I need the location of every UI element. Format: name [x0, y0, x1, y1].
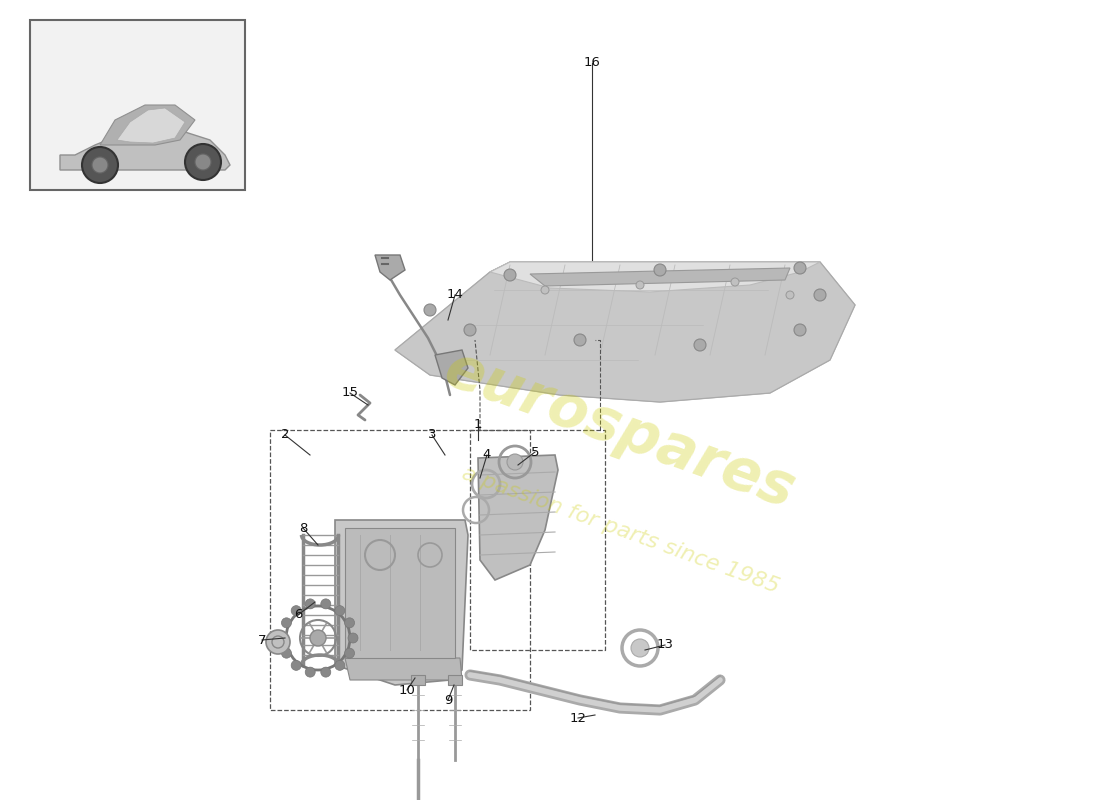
Text: 12: 12	[570, 711, 586, 725]
Bar	[470, 430, 605, 650]
Circle shape	[814, 289, 826, 301]
Circle shape	[282, 618, 292, 628]
Circle shape	[266, 630, 290, 654]
Circle shape	[786, 291, 794, 299]
Text: eurospares: eurospares	[437, 340, 803, 520]
Circle shape	[631, 639, 649, 657]
Bar	[30, 20, 245, 190]
Circle shape	[185, 144, 221, 180]
Circle shape	[732, 278, 739, 286]
Circle shape	[348, 633, 358, 643]
Polygon shape	[434, 350, 468, 385]
Polygon shape	[345, 658, 462, 680]
Text: 3: 3	[428, 429, 437, 442]
Circle shape	[541, 286, 549, 294]
Text: 5: 5	[530, 446, 539, 458]
Text: a passion for parts since 1985: a passion for parts since 1985	[459, 463, 781, 597]
Circle shape	[334, 660, 344, 670]
Bar	[345, 528, 455, 658]
Polygon shape	[395, 262, 855, 402]
Polygon shape	[100, 105, 195, 145]
Circle shape	[310, 630, 326, 646]
Circle shape	[794, 262, 806, 274]
Circle shape	[305, 599, 316, 609]
Circle shape	[195, 154, 211, 170]
Polygon shape	[478, 455, 558, 580]
Circle shape	[344, 648, 354, 658]
Text: 16: 16	[584, 57, 601, 70]
Bar	[411, 675, 425, 685]
Bar	[448, 675, 462, 685]
Circle shape	[636, 281, 644, 289]
Polygon shape	[336, 520, 468, 685]
Polygon shape	[117, 108, 185, 143]
Circle shape	[574, 334, 586, 346]
Circle shape	[504, 269, 516, 281]
Circle shape	[654, 264, 666, 276]
Polygon shape	[530, 268, 790, 286]
Circle shape	[334, 606, 344, 616]
Circle shape	[82, 147, 118, 183]
Text: 9: 9	[443, 694, 452, 706]
Circle shape	[278, 633, 288, 643]
Circle shape	[282, 648, 292, 658]
Circle shape	[507, 454, 522, 470]
Polygon shape	[375, 255, 405, 280]
Text: 15: 15	[341, 386, 359, 399]
Circle shape	[321, 599, 331, 609]
Circle shape	[92, 157, 108, 173]
Text: 8: 8	[299, 522, 307, 534]
Text: 4: 4	[483, 449, 492, 462]
Circle shape	[292, 660, 301, 670]
Circle shape	[464, 324, 476, 336]
Circle shape	[305, 667, 316, 677]
Circle shape	[694, 339, 706, 351]
Bar	[270, 430, 530, 710]
Text: 6: 6	[294, 609, 302, 622]
Circle shape	[292, 606, 301, 616]
Text: 13: 13	[657, 638, 673, 651]
Circle shape	[794, 324, 806, 336]
Circle shape	[344, 618, 354, 628]
Polygon shape	[395, 262, 855, 402]
Text: 7: 7	[257, 634, 266, 646]
Circle shape	[424, 304, 436, 316]
Text: 14: 14	[447, 289, 463, 302]
Polygon shape	[490, 262, 820, 292]
Polygon shape	[60, 130, 230, 170]
Text: 10: 10	[398, 683, 416, 697]
Text: 2: 2	[280, 429, 289, 442]
Text: 1: 1	[474, 418, 482, 431]
Circle shape	[321, 667, 331, 677]
